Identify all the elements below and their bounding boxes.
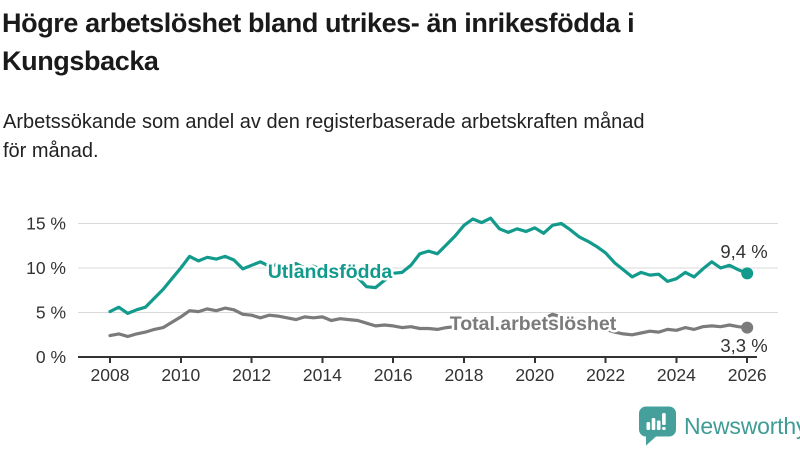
x-tick-label: 2018 <box>445 365 484 385</box>
y-tick-label: 10 % <box>26 258 66 278</box>
x-tick-label: 2026 <box>728 365 767 385</box>
x-tick-label: 2024 <box>657 365 696 385</box>
logo-text: Newsworthy <box>684 412 800 439</box>
chart-title-line-1: Högre arbetslöshet bland utrikes- än inr… <box>2 8 635 38</box>
bar-chart-speech-bubble-icon <box>639 406 676 446</box>
x-tick-label: 2010 <box>161 365 200 385</box>
y-tick-label: 0 % <box>36 347 66 367</box>
x-tick-label: 2012 <box>232 365 271 385</box>
x-tick-label: 2022 <box>586 365 625 385</box>
x-tick-label: 2020 <box>515 365 554 385</box>
series-end-dot-0 <box>741 267 754 280</box>
x-tick-label: 2014 <box>303 365 342 385</box>
chart-subtitle-line-1: Arbetssökande som andel av den registerb… <box>3 111 645 133</box>
chart-title: Högre arbetslöshet bland utrikes- än inr… <box>2 4 782 80</box>
chart-subtitle: Arbetssökande som andel av den registerb… <box>3 108 783 166</box>
newsworthy-logo: Newsworthy <box>638 406 800 446</box>
chart-title-line-2: Kungsbacka <box>2 46 159 76</box>
exclamation-dot <box>662 427 666 430</box>
chart-subtitle-line-2: för månad. <box>3 140 99 162</box>
y-tick-label: 5 % <box>36 303 66 323</box>
series-label-1: Total arbetslöshet <box>450 313 617 335</box>
y-tick-label: 15 % <box>26 214 66 234</box>
x-tick-label: 2016 <box>374 365 413 385</box>
series-label-0: Utlandsfödda <box>268 261 393 283</box>
bar-1 <box>646 422 651 430</box>
series-end-dot-1 <box>741 321 754 334</box>
series-line-1 <box>108 306 749 339</box>
series-end-value-1: 3,3 % <box>720 335 767 356</box>
bar-3 <box>656 420 661 430</box>
bar-2 <box>651 418 656 430</box>
exclamation-bar <box>662 413 666 425</box>
x-tick-label: 2008 <box>91 365 130 385</box>
series-line-0 <box>108 216 749 315</box>
series-end-value-0: 9,4 % <box>720 241 767 262</box>
